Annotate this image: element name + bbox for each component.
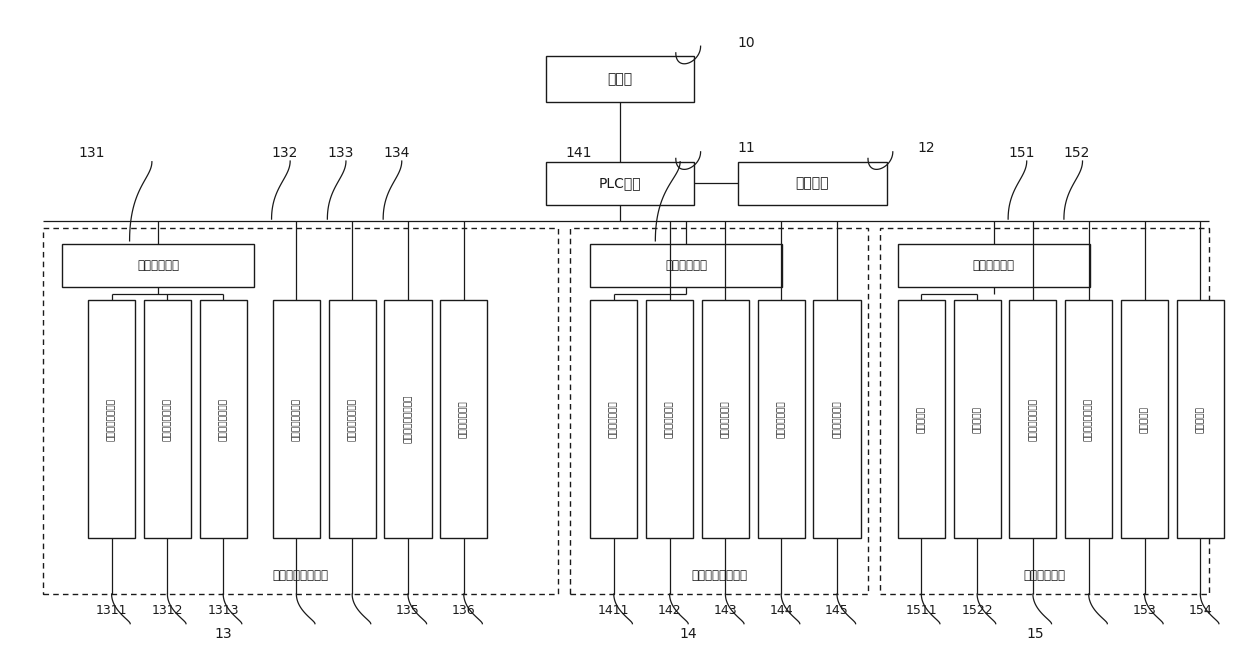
Text: 1311: 1311 <box>95 604 128 617</box>
Bar <box>758 300 805 538</box>
Text: 输送小车到位开关: 输送小车到位开关 <box>162 397 172 441</box>
Text: 135: 135 <box>396 604 420 617</box>
Text: 151: 151 <box>1008 146 1034 160</box>
Text: 固定小车到位开关: 固定小车到位开关 <box>107 397 117 441</box>
Text: 15: 15 <box>1027 626 1044 641</box>
Text: 主传动伺服驱动器: 主传动伺服驱动器 <box>347 397 357 441</box>
Bar <box>200 300 247 538</box>
Bar <box>384 300 432 538</box>
Bar <box>590 244 782 287</box>
Text: 搞运从站模块: 搞运从站模块 <box>666 259 707 272</box>
Text: 1313: 1313 <box>207 604 239 617</box>
Bar <box>702 300 749 538</box>
Text: 流量传感器: 流量传感器 <box>972 406 982 432</box>
Bar <box>546 162 694 205</box>
Text: 143: 143 <box>713 604 738 617</box>
Text: 141: 141 <box>565 146 591 160</box>
Text: 升降伺服驱动器: 升降伺服驱动器 <box>776 400 786 438</box>
Text: 136: 136 <box>451 604 476 617</box>
Text: 10: 10 <box>738 36 755 50</box>
Bar <box>62 244 254 287</box>
Text: 153: 153 <box>1132 604 1157 617</box>
Text: 14: 14 <box>680 626 697 641</box>
Text: 累积传感器: 累积传感器 <box>916 406 926 432</box>
Bar <box>440 300 487 538</box>
Bar <box>738 162 887 205</box>
Text: 134: 134 <box>383 146 409 160</box>
Bar <box>273 300 320 538</box>
Bar <box>1177 300 1224 538</box>
Bar <box>880 228 1209 594</box>
Text: 131: 131 <box>78 146 104 160</box>
Bar <box>898 300 945 538</box>
Bar <box>43 228 558 594</box>
Text: 安全开关: 安全开关 <box>795 176 830 190</box>
Text: 1522: 1522 <box>961 604 993 617</box>
Bar <box>1065 300 1112 538</box>
Text: 伺服驱动器: 伺服驱动器 <box>1140 406 1149 432</box>
Text: 1411: 1411 <box>598 604 630 617</box>
Text: 点料小车到位开关: 点料小车到位开关 <box>218 397 228 441</box>
Text: 1511: 1511 <box>905 604 937 617</box>
Bar <box>646 300 693 538</box>
Text: 抓取伺服驱动器: 抓取伺服驱动器 <box>665 400 675 438</box>
Text: 工控机: 工控机 <box>608 72 632 86</box>
Bar <box>590 300 637 538</box>
Text: 142: 142 <box>657 604 682 617</box>
Text: 144: 144 <box>769 604 794 617</box>
Text: PLC主站: PLC主站 <box>599 176 641 190</box>
Bar <box>570 228 868 594</box>
Text: 开合门伺服驱动器: 开合门伺服驱动器 <box>1028 397 1038 441</box>
Text: 输送从站模块: 输送从站模块 <box>138 259 179 272</box>
Text: 卸料从站模块: 卸料从站模块 <box>973 259 1014 272</box>
Text: 145: 145 <box>825 604 849 617</box>
Text: 伺服驱动器: 伺服驱动器 <box>1195 406 1205 432</box>
Bar <box>329 300 376 538</box>
Text: 物料搞运控制模块: 物料搞运控制模块 <box>691 569 748 582</box>
Text: 出口伺服驱动器: 出口伺服驱动器 <box>459 400 469 438</box>
Text: 132: 132 <box>272 146 298 160</box>
Text: 轨道输送控制模块: 轨道输送控制模块 <box>273 569 329 582</box>
Text: 133: 133 <box>327 146 353 160</box>
Text: 大车伺服驱动器: 大车伺服驱动器 <box>609 400 619 438</box>
Text: 开流量伺服驱动器: 开流量伺服驱动器 <box>1084 397 1094 441</box>
Text: 卸料控制模块: 卸料控制模块 <box>1024 569 1065 582</box>
Bar <box>88 300 135 538</box>
Bar <box>144 300 191 538</box>
Bar <box>546 56 694 102</box>
Text: 13: 13 <box>215 626 232 641</box>
Text: 可逆带伺服驱动器: 可逆带伺服驱动器 <box>291 397 301 441</box>
Bar <box>1009 300 1056 538</box>
Text: 11: 11 <box>738 141 755 156</box>
Bar <box>954 300 1001 538</box>
Bar <box>898 244 1090 287</box>
Text: 154: 154 <box>1188 604 1213 617</box>
Text: 12: 12 <box>918 141 935 156</box>
Text: 152: 152 <box>1064 146 1090 160</box>
Text: 振动伺服驱动器: 振动伺服驱动器 <box>832 400 842 438</box>
Text: 横走伺服驱动器: 横走伺服驱动器 <box>720 400 730 438</box>
Bar <box>813 300 861 538</box>
Text: 1312: 1312 <box>151 604 184 617</box>
Bar <box>1121 300 1168 538</box>
Text: 入口小车伺服驱动器: 入口小车伺服驱动器 <box>403 395 413 444</box>
